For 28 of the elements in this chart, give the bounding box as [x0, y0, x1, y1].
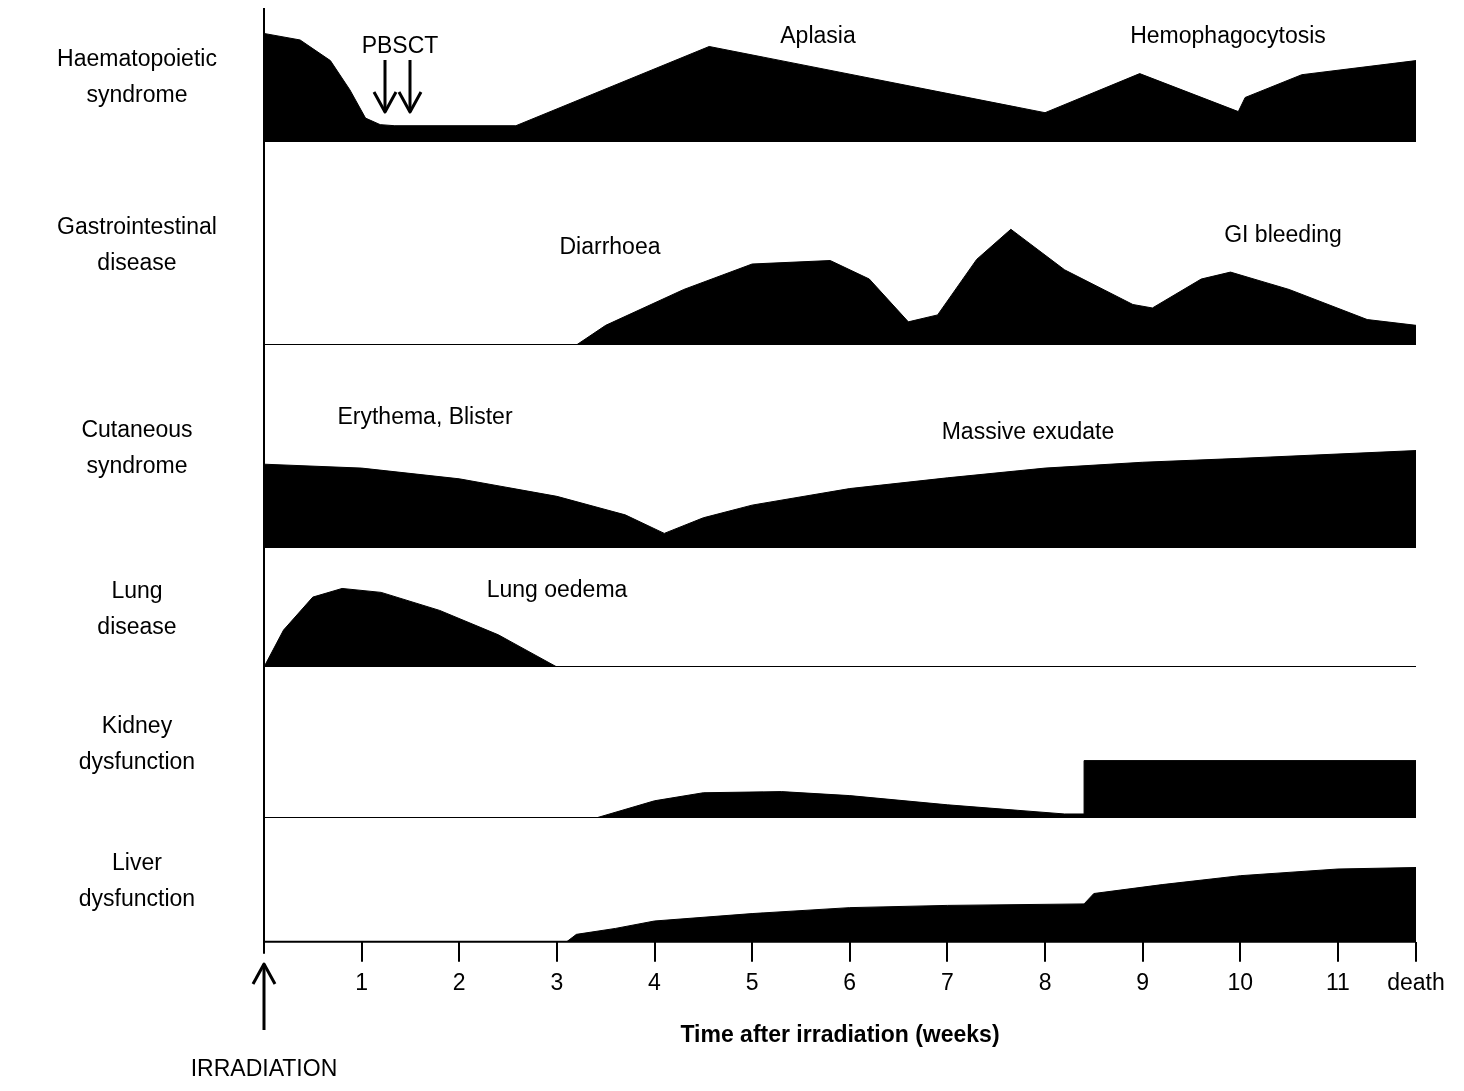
- x-tick-label: 7: [940, 968, 954, 995]
- y-axis-title: Haematopoietic syndrome: [56, 43, 218, 109]
- x-tick-label: 10: [1227, 968, 1254, 995]
- y-axis-title: Kidney dysfunction: [77, 711, 197, 776]
- x-tick-label: 2: [452, 968, 466, 995]
- x-tick-label: 4: [648, 968, 662, 995]
- y-axis-title: Lung disease: [96, 576, 178, 641]
- x-tick-label: 8: [1038, 968, 1052, 995]
- text: IRRADIATION: [190, 1054, 338, 1081]
- annotation: Lung oedema: [486, 576, 628, 603]
- x-tick-label: death: [1387, 968, 1445, 995]
- text: Erythema, Blister: [337, 403, 513, 430]
- x-tick-label: 1: [355, 968, 369, 995]
- y-axis-title: Cutaneous syndrome: [80, 415, 194, 480]
- text: Massive exudate: [941, 418, 1115, 445]
- x-tick-label: 11: [1325, 968, 1350, 995]
- y-axis-title: Liver dysfunction: [77, 848, 197, 914]
- annotation: GI bleeding: [1224, 221, 1342, 248]
- annotation: Aplasia: [780, 22, 856, 49]
- x-axis-title: Time after irradiation (weeks): [680, 1020, 1000, 1047]
- annotation: Diarrhoea: [559, 233, 661, 260]
- annotation: Hemophagocytosis: [1130, 22, 1326, 49]
- y-axis-title: Gastrointestinal disease: [56, 212, 218, 277]
- x-tick-label: 5: [745, 968, 759, 995]
- annotation: PBSCT: [361, 32, 439, 59]
- x-tick-label: 9: [1136, 968, 1150, 995]
- x-tick-label: 3: [550, 968, 564, 995]
- x-tick-label: 6: [843, 968, 857, 995]
